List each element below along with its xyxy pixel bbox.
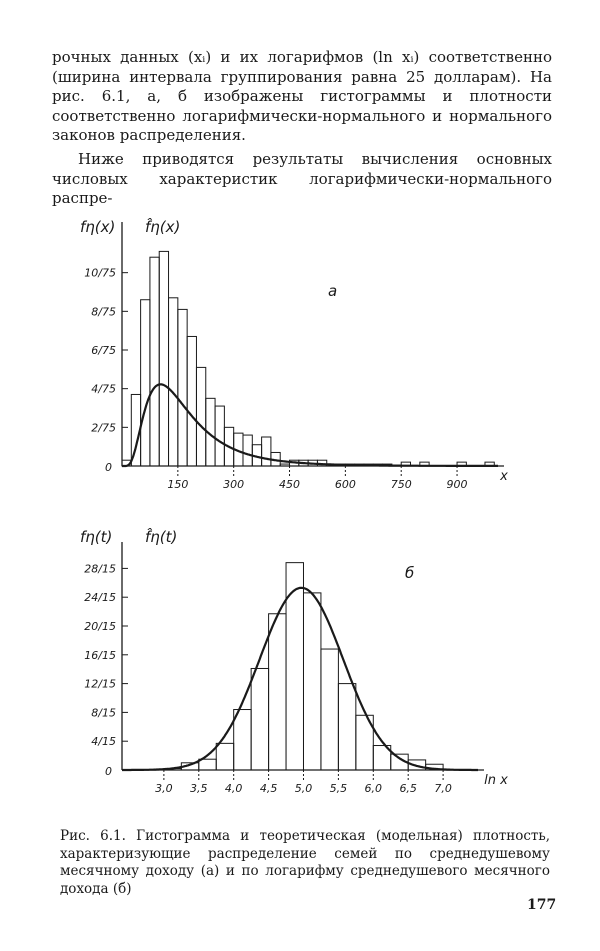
x-tick-label-8: 7,0 bbox=[434, 782, 452, 795]
x-tick-label-4: 5,0 bbox=[295, 782, 313, 795]
x-tick-label-3: 600 bbox=[335, 478, 356, 491]
y-tick-label-2: 6/75 bbox=[91, 344, 116, 357]
y-tick-label-1: 4/75 bbox=[91, 383, 116, 396]
y-axis-label-theoretical: f̂η(x) bbox=[145, 217, 180, 236]
histogram-bar-4 bbox=[158, 250, 170, 467]
histogram-bar-5 bbox=[168, 297, 179, 467]
x-tick-label-1: 300 bbox=[223, 478, 244, 491]
x-tick-label-5: 900 bbox=[447, 478, 468, 491]
x-tick-label-0: 150 bbox=[167, 478, 188, 491]
origin-label: 0 bbox=[105, 765, 112, 778]
x-tick-label-5: 5,5 bbox=[330, 782, 348, 795]
histogram-bar-5 bbox=[250, 667, 270, 771]
histogram-bar-8 bbox=[302, 592, 322, 771]
histogram-bar-15 bbox=[261, 436, 272, 467]
figure-b-normal-histogram: 4/15 8/15 12/15 16/15 20/15 24/15 28/15 3,0 3,5 4… bbox=[80, 527, 508, 795]
y-tick-label-5: 24/15 bbox=[84, 591, 116, 604]
origin-label: 0 bbox=[105, 461, 112, 474]
histogram-bar-10 bbox=[337, 683, 357, 771]
x-tick-label-0: 3,0 bbox=[155, 782, 173, 795]
y-axis-label-empirical: fη(x) bbox=[80, 218, 115, 236]
x-tick-label-3: 4,5 bbox=[260, 782, 278, 795]
y-tick-label-6: 28/15 bbox=[84, 562, 116, 575]
y-tick-label-0: 4/15 bbox=[91, 735, 116, 748]
figure-caption: Рис. 6.1. Гистограмма и теоретическая (м… bbox=[60, 828, 550, 897]
histogram-bar-2 bbox=[198, 758, 217, 771]
figure-a-lognormal-histogram: 2/75 4/75 6/75 8/75 10/75 150 300 450 600 750 900 0… bbox=[80, 217, 508, 491]
histogram-bar-2 bbox=[140, 299, 151, 467]
density-curve bbox=[122, 383, 498, 468]
histogram-bar-9 bbox=[320, 648, 339, 771]
y-tick-label-1: 8/15 bbox=[91, 706, 116, 719]
x-tick-label-4: 750 bbox=[391, 478, 412, 491]
x-tick-label-2: 450 bbox=[279, 478, 300, 491]
panel-letter: а bbox=[328, 282, 337, 300]
body-paragraph-1: рочных данных (xᵢ) и их логарифмов (ln x… bbox=[52, 48, 552, 144]
y-axis-label-empirical: fη(t) bbox=[80, 528, 112, 546]
density-curve bbox=[122, 586, 478, 772]
histogram-bar-3 bbox=[215, 742, 235, 771]
page-number: 177 bbox=[527, 897, 557, 913]
histogram-bar-6 bbox=[268, 613, 287, 771]
x-axis-label: ln x bbox=[484, 773, 508, 788]
y-tick-label-2: 12/15 bbox=[84, 678, 116, 691]
panel-letter: б bbox=[405, 564, 414, 582]
histogram-bar-7 bbox=[285, 562, 304, 771]
y-tick-label-4: 20/15 bbox=[84, 620, 116, 633]
y-tick-label-3: 16/15 bbox=[84, 649, 116, 662]
x-tick-label-6: 6,0 bbox=[365, 782, 383, 795]
body-paragraph-2: Ниже приводятся результаты вычисления ос… bbox=[52, 150, 552, 207]
histogram-bar-4 bbox=[233, 709, 252, 771]
histogram-bar-7 bbox=[186, 335, 197, 467]
x-tick-label-2: 4,0 bbox=[225, 782, 243, 795]
y-tick-label-4: 10/75 bbox=[84, 267, 116, 280]
y-axis-label-theoretical: f̂η(t) bbox=[145, 527, 177, 546]
histogram-bar-10 bbox=[214, 405, 225, 467]
x-axis-label: x bbox=[499, 469, 508, 484]
histogram-bar-3 bbox=[149, 256, 160, 467]
x-tick-label-1: 3,5 bbox=[190, 782, 208, 795]
histogram-bar-6 bbox=[177, 308, 188, 467]
histogram-bar-8 bbox=[195, 366, 207, 467]
histogram-bar-13 bbox=[242, 434, 253, 467]
y-tick-label-3: 8/75 bbox=[91, 305, 116, 318]
y-tick-label-0: 2/75 bbox=[91, 421, 116, 434]
x-tick-label-7: 6,5 bbox=[399, 782, 417, 795]
